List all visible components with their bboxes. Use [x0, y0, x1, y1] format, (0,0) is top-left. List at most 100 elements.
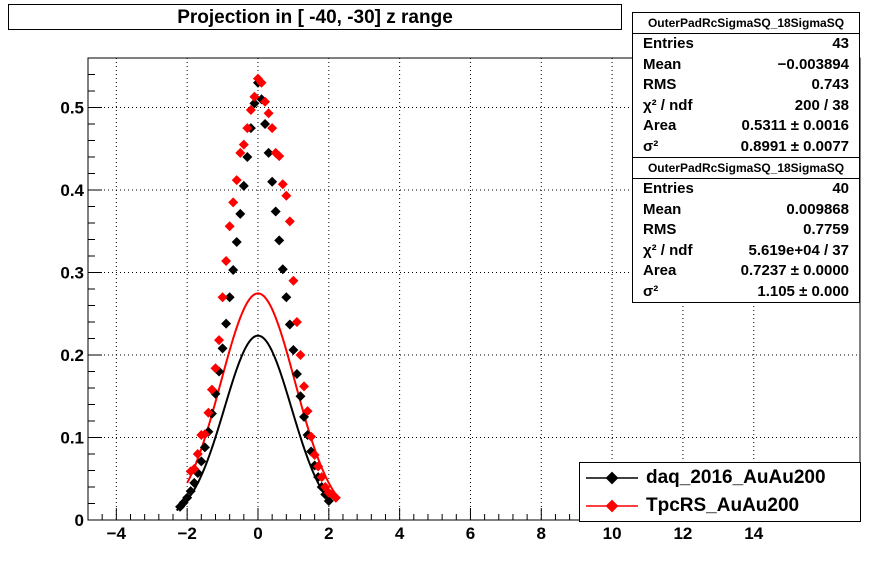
stats-row: σ² 0.8991 ± 0.0077: [643, 137, 849, 155]
x-tick-label: 12: [673, 524, 692, 543]
x-tick-label: −4: [107, 524, 127, 543]
data-point-daq: [270, 206, 281, 217]
legend-marker-icon: [586, 499, 638, 513]
data-point-tpcrs: [281, 190, 292, 201]
data-point-tpcrs: [235, 147, 246, 158]
stats-row: RMS 0.7759: [643, 221, 849, 238]
data-point-tpcrs: [189, 463, 200, 474]
data-point-tpcrs: [277, 179, 288, 190]
data-point-daq: [267, 176, 278, 187]
data-point-tpcrs: [238, 139, 249, 150]
data-point-daq: [228, 265, 239, 276]
data-point-tpcrs: [192, 449, 203, 459]
x-tick-label: 8: [537, 524, 546, 543]
legend-label: TpcRS_AuAu200: [646, 495, 800, 516]
data-point-daq: [263, 147, 274, 158]
data-point-daq: [217, 343, 228, 354]
stats-row: σ² 1.105 ± 0.000: [643, 282, 849, 300]
data-point-tpcrs: [203, 407, 214, 418]
data-point-daq: [196, 456, 207, 467]
data-point-daq: [281, 292, 292, 303]
data-point-tpcrs: [267, 123, 278, 134]
data-point-tpcrs: [295, 350, 306, 360]
data-point-tpcrs: [217, 292, 228, 303]
y-tick-label: 0.4: [60, 181, 84, 200]
data-point-tpcrs: [284, 216, 295, 227]
data-point-daq: [235, 208, 246, 219]
data-point-daq: [291, 368, 302, 379]
data-point-tpcrs: [263, 108, 274, 119]
data-point-tpcrs: [316, 472, 327, 483]
stats-box-tpcrs: OuterPadRcSigmaSQ_18SigmaSQ Entries 40 Me…: [632, 157, 860, 303]
data-point-tpcrs: [210, 363, 221, 374]
stats-row: Mean −0.003894: [643, 55, 849, 73]
data-point-tpcrs: [224, 221, 235, 232]
data-point-daq: [221, 318, 232, 329]
x-tick-label: −2: [177, 524, 196, 543]
data-point-tpcrs: [231, 175, 242, 186]
data-point-tpcrs: [214, 335, 225, 346]
data-point-daq: [238, 180, 249, 191]
data-point-daq: [185, 486, 196, 497]
data-point-tpcrs: [291, 317, 302, 327]
stats-box-daq: OuterPadRcSigmaSQ_18SigmaSQ Entries 43 Me…: [632, 12, 860, 158]
data-point-daq: [231, 236, 242, 247]
legend-entry-tpcrs: TpcRS_AuAu200: [580, 492, 860, 520]
data-point-tpcrs: [288, 275, 299, 286]
data-point-tpcrs: [260, 96, 271, 107]
data-point-tpcrs: [299, 381, 310, 392]
stats-row: RMS 0.743: [643, 76, 849, 93]
x-tick-label: 2: [324, 524, 333, 543]
x-tick-label: 14: [744, 524, 763, 543]
data-point-daq: [323, 496, 334, 507]
data-point-tpcrs: [302, 406, 313, 417]
data-point-daq: [242, 152, 253, 162]
data-point-daq: [295, 391, 306, 402]
tick-labels: −4 −2 0 2 4 6 8 10 12 14 0 0.1 0.2 0.3 0.4 0.5: [60, 99, 763, 544]
data-point-tpcrs: [274, 151, 285, 162]
stats-box-name: OuterPadRcSigmaSQ_18SigmaSQ: [633, 158, 859, 179]
x-tick-label: 0: [253, 524, 262, 543]
data-point-tpcrs: [256, 77, 267, 88]
stats-row: χ² / ndf 5.619e+04 / 37: [643, 241, 849, 259]
y-tick-label: 0.2: [60, 346, 84, 365]
data-point-tpcrs: [249, 91, 260, 102]
y-tick-label: 0.1: [60, 429, 84, 448]
stats-row: Entries 40: [643, 180, 849, 197]
data-point-daq: [260, 119, 271, 129]
stats-row: Area 0.5311 ± 0.0016: [643, 117, 849, 134]
stats-box-name: OuterPadRcSigmaSQ_18SigmaSQ: [633, 13, 859, 34]
y-tick-label: 0.3: [60, 264, 84, 283]
data-point-tpcrs: [199, 429, 210, 440]
stats-row: Area 0.7237 ± 0.0000: [643, 262, 849, 279]
stats-row: χ² / ndf 200 / 38: [643, 96, 849, 114]
data-point-tpcrs: [306, 431, 317, 442]
data-point-daq: [199, 442, 210, 453]
legend-marker-icon: [586, 471, 638, 485]
legend-entry-daq: daq_2016_AuAu200: [580, 464, 860, 492]
data-point-daq: [274, 235, 285, 246]
chart-title: Projection in [ -40, -30] z range: [8, 4, 622, 30]
fit-curves: [175, 292, 339, 512]
data-point-tpcrs: [221, 255, 232, 266]
data-point-daq: [189, 477, 200, 488]
data-point-tpcrs: [206, 384, 217, 395]
stats-row: Entries 43: [643, 35, 849, 52]
data-point-daq: [224, 292, 235, 303]
data-point-tpcrs: [313, 461, 324, 472]
y-tick-label: 0.5: [60, 99, 84, 118]
data-point-daq: [182, 492, 193, 503]
data-point-daq: [288, 345, 299, 356]
legend-label: daq_2016_AuAu200: [646, 467, 826, 488]
x-tick-label: 6: [466, 524, 475, 543]
fit-curve-daq: [175, 334, 331, 512]
data-point-daq: [277, 264, 288, 275]
data-point-tpcrs: [330, 492, 341, 503]
data-point-tpcrs: [309, 449, 320, 460]
data-point-tpcrs: [242, 123, 253, 134]
y-tick-label: 0: [75, 511, 84, 530]
legend: daq_2016_AuAu200 TpcRS_AuAu200: [579, 462, 861, 522]
data-point-tpcrs: [245, 104, 256, 115]
x-tick-label: 4: [395, 524, 405, 543]
